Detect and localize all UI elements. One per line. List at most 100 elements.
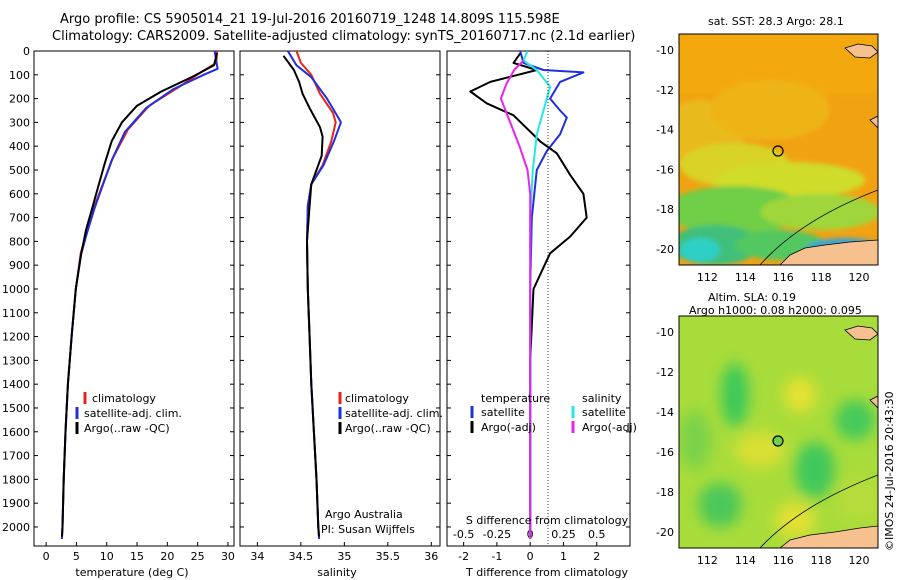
sla-map-title-line1: Altim. SLA: 0.19 [708,291,796,304]
x-tick-label: 0 [527,550,534,563]
y-tick-label: 100 [9,69,30,82]
y-tick-label: 1100 [2,307,30,320]
legend-argo-T: Argo(-adj) [481,421,536,434]
map-y-tick-label: -10 [656,326,674,339]
x-tick-label: 0 [43,550,50,563]
legend-header-salinity: salinity [582,392,622,405]
map-x-tick-label: 118 [811,554,832,567]
series-line-satellite-adj-clim- [286,51,342,539]
annotation-line1: Argo Australia [325,508,403,521]
sst-map-title: sat. SST: 28.3 Argo: 28.1 [708,15,844,28]
s-tick-label: -0.5 [453,528,474,541]
x-axis-label-temperature: temperature (deg C) [75,566,188,579]
legend-argo: Argo(..raw -QC) [84,422,170,435]
map-y-tick-label: -14 [656,124,674,137]
map-y-tick-label: -10 [656,44,674,57]
difference-legend: temperature salinity satellite Argo(-adj… [470,392,637,434]
sst-map [678,33,879,266]
y-tick-label: 1000 [2,283,30,296]
map-y-tick-label: -12 [656,366,674,379]
x-tick-label: 34 [250,550,264,563]
map-x-tick-label: 120 [849,554,870,567]
map-x-tick-label: 114 [735,271,756,284]
x-axis-label-T-difference: T difference from climatology [465,566,628,579]
series-line-climatology [60,51,218,539]
x-axis-label-S-difference: S difference from climatology [466,514,629,527]
map-x-tick-label: 118 [811,271,832,284]
salinity-legend: climatology satellite-adj. clim. Argo(..… [338,392,443,435]
y-tick-label: 1700 [2,450,30,463]
argo-position-marker-sst [772,145,784,157]
y-tick-label: 1500 [2,402,30,415]
legend-satellite-T: satellite [481,406,525,419]
y-tick-label: 1800 [2,473,30,486]
x-tick-label: 36 [424,550,438,563]
y-tick-label: 200 [9,93,30,106]
x-tick-label: 34.5 [289,550,314,563]
series-line-temperature-argo-adj- [469,52,588,539]
sst-map-frame [678,33,879,266]
map-y-tick-label: -16 [656,446,674,459]
map-y-tick-label: -14 [656,406,674,419]
x-tick-label: 35 [337,550,351,563]
chart-title-line1: Argo profile: CS 5905014_21 19-Jul-2016 … [60,12,560,27]
y-tick-label: 2000 [2,521,30,534]
sla-map-title-line2: Argo h1000: 0.08 h2000: 0.095 [689,304,862,317]
legend-header-temperature: temperature [481,392,550,405]
map-y-tick-label: -12 [656,84,674,97]
argo-position-marker-sla [772,435,784,447]
x-tick-label: 1 [560,550,567,563]
y-tick-label: 1300 [2,354,30,367]
y-tick-label: 900 [9,259,30,272]
series-line-argo-raw-qc- [60,52,218,537]
x-tick-label: 30 [221,550,235,563]
y-tick-label: 300 [9,116,30,129]
map-y-tick-label: -20 [656,243,674,256]
x-tick-label: -1 [491,550,502,563]
legend-climatology: climatology [345,392,409,405]
s-tick-label: 0.25 [551,528,576,541]
series-line-salinity-satellite [522,51,552,539]
y-tick-label: 1600 [2,426,30,439]
map-x-tick-label: 116 [773,554,794,567]
x-tick-label: 2 [593,550,600,563]
x-tick-label: 35.5 [376,550,401,563]
salinity-panel-frame [239,50,441,547]
legend-satellite-S: satellite [582,406,626,419]
s-tick-label: 0.5 [588,528,606,541]
credit-text: ©IMOS 24-Jul-2016 20:43:30 [883,391,896,551]
sla-map-frame [678,315,879,549]
map-x-tick-label: 120 [849,271,870,284]
legend-satellite-adj: satellite-adj. clim. [345,407,443,420]
temperature-panel-frame [33,50,235,547]
series-line-satellite-adj-clim- [60,51,219,539]
difference-panel-frame [446,50,631,547]
y-tick-label: 800 [9,235,30,248]
y-tick-label: 400 [9,140,30,153]
map-x-tick-label: 112 [697,271,718,284]
sla-map [678,315,879,549]
legend-satellite-adj: satellite-adj. clim. [84,407,182,420]
map-x-tick-label: 116 [773,271,794,284]
y-tick-label: 0 [23,45,30,58]
y-tick-label: 1900 [2,497,30,510]
chart-title-line2: Climatology: CARS2009. Satellite-adjuste… [52,29,636,44]
temperature-legend: climatology satellite-adj. clim. Argo(..… [75,392,182,435]
map-y-tick-label: -20 [656,526,674,539]
x-tick-label: 15 [130,550,144,563]
y-tick-label: 1400 [2,378,30,391]
series-line-argo-raw-qc- [282,55,324,537]
x-tick-label: -2 [458,550,469,563]
y-tick-label: 700 [9,212,30,225]
map-x-tick-label: 114 [735,554,756,567]
map-y-tick-label: -16 [656,163,674,176]
x-tick-label: 10 [100,550,114,563]
x-tick-label: 25 [191,550,205,563]
x-tick-label: 20 [160,550,174,563]
x-tick-label: 5 [73,550,80,563]
map-y-tick-label: -18 [656,203,674,216]
y-tick-label: 1200 [2,331,30,344]
series-line-salinity-argo-adj- [499,59,532,539]
x-axis-label-salinity: salinity [317,566,357,579]
